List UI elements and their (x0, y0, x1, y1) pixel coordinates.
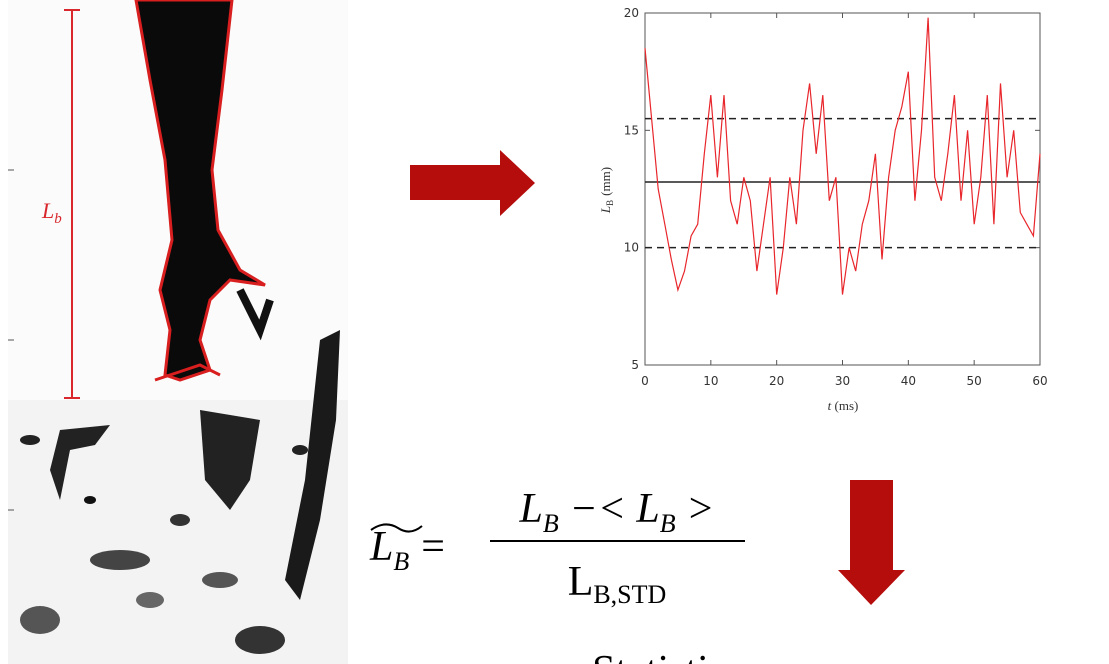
arrow-right (410, 150, 535, 216)
plot-area: 5 10 15 20 0 10 20 30 40 50 60 (624, 6, 1048, 388)
x-axis-label: t (ms) (828, 398, 859, 413)
caption: Statistics (592, 648, 744, 664)
equals: = (421, 524, 445, 570)
x-tick-label: 20 (769, 374, 784, 388)
x-label-var: t (828, 398, 832, 413)
y-label-var: L (598, 206, 613, 214)
den-var: L (568, 559, 594, 605)
num-part: > (676, 486, 715, 532)
y-tick-label: 5 (631, 358, 639, 372)
label-sub: b (54, 211, 62, 227)
arrow-down (838, 480, 905, 605)
num-part: −< L (559, 486, 660, 532)
tilde (370, 523, 423, 533)
x-tick-label: 10 (703, 374, 718, 388)
numerator: LB −< LB > (518, 486, 714, 538)
length-label: Lb (41, 198, 62, 227)
x-tick-label: 40 (901, 374, 916, 388)
spray-image: Lb (8, 0, 348, 664)
plot-frame (644, 12, 1041, 366)
y-label-sub: B (605, 200, 615, 206)
x-tick-label: 0 (641, 374, 649, 388)
denominator: LB,STD (568, 559, 667, 609)
y-label-unit: (mm) (598, 167, 613, 196)
formula-lhs: LB = (369, 524, 445, 576)
den-sub: B,STD (593, 580, 666, 609)
y-tick-label: 15 (624, 123, 639, 137)
lhs-var: L (369, 524, 393, 570)
num-part: L (518, 486, 542, 532)
y-tick-label: 20 (624, 6, 639, 20)
lhs-sub: B (393, 547, 409, 576)
x-tick-label: 30 (835, 374, 850, 388)
x-label-unit: (ms) (835, 398, 859, 413)
label-main: L (41, 198, 54, 223)
data-line (644, 17, 1041, 295)
y-tick-label: 10 (624, 241, 639, 255)
num-sub: B (660, 509, 676, 538)
x-tick-label: 50 (967, 374, 982, 388)
y-axis-label: LB (mm) (598, 167, 615, 214)
x-tick-label: 60 (1032, 374, 1047, 388)
num-sub: B (543, 509, 559, 538)
